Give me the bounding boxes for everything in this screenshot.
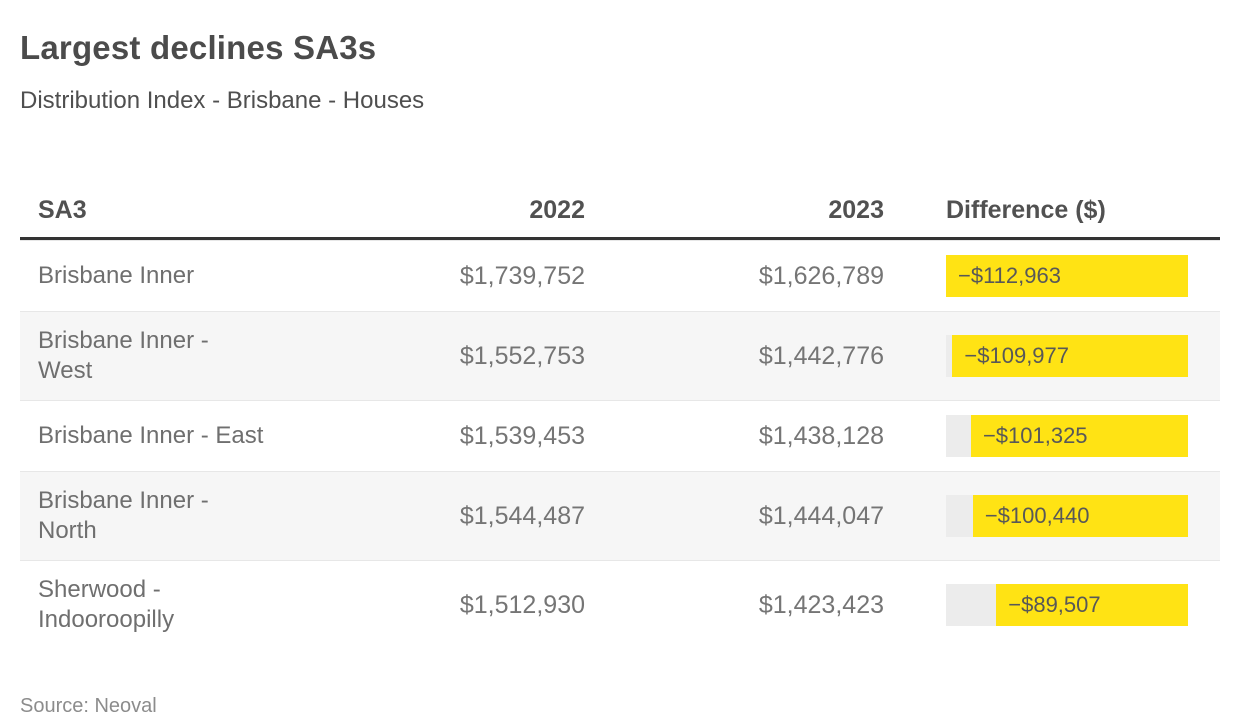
table-row: Brisbane Inner $1,739,752 $1,626,789 −$1… xyxy=(20,240,1220,311)
table-row: Brisbane Inner - West $1,552,753 $1,442,… xyxy=(20,311,1220,400)
value-2022-cell: $1,739,752 xyxy=(459,262,585,290)
difference-label: −$101,325 xyxy=(982,423,1088,448)
difference-bar: −$101,325 xyxy=(970,415,1188,457)
difference-bar-track: −$89,507 xyxy=(946,584,1188,626)
value-2022-cell: $1,539,453 xyxy=(459,422,585,450)
sa3-cell: Brisbane Inner xyxy=(38,262,195,289)
value-2022-cell: $1,512,930 xyxy=(459,591,585,619)
table-row: Brisbane Inner - North $1,544,487 $1,444… xyxy=(20,471,1220,560)
difference-bar: −$109,977 xyxy=(952,335,1188,377)
difference-bar: −$100,440 xyxy=(972,495,1188,537)
column-header-sa3: SA3 xyxy=(38,196,87,224)
difference-bar: −$112,963 xyxy=(946,255,1188,297)
difference-cell: −$89,507 xyxy=(884,584,1220,626)
sa3-cell: Sherwood - Indooroopilly xyxy=(38,576,175,633)
sa3-cell: Brisbane Inner - North xyxy=(38,487,209,544)
page-subtitle: Distribution Index - Brisbane - Houses xyxy=(20,87,425,114)
column-header-2023: 2023 xyxy=(828,196,884,224)
difference-bar-track: −$100,440 xyxy=(946,495,1188,537)
value-2023-cell: $1,423,423 xyxy=(758,591,884,619)
column-header-difference: Difference ($) xyxy=(946,196,1106,224)
difference-label: −$89,507 xyxy=(1008,592,1101,617)
declines-table: SA3 2022 2023 Difference ($) Brisbane In… xyxy=(20,184,1220,649)
value-2023-cell: $1,438,128 xyxy=(758,422,884,450)
difference-bar-track: −$101,325 xyxy=(946,415,1188,457)
value-2023-cell: $1,626,789 xyxy=(758,262,884,290)
table-row: Sherwood - Indooroopilly $1,512,930 $1,4… xyxy=(20,560,1220,649)
difference-cell: −$109,977 xyxy=(884,335,1220,377)
difference-cell: −$112,963 xyxy=(884,255,1220,297)
difference-bar-track: −$112,963 xyxy=(946,255,1188,297)
value-2022-cell: $1,552,753 xyxy=(459,342,585,370)
source-note: Source: Neoval xyxy=(20,695,157,717)
sa3-cell: Brisbane Inner - East xyxy=(38,422,264,449)
difference-bar: −$89,507 xyxy=(996,584,1188,626)
difference-cell: −$101,325 xyxy=(884,415,1220,457)
column-header-2022: 2022 xyxy=(529,196,585,224)
value-2022-cell: $1,544,487 xyxy=(459,502,585,530)
table-header-row: SA3 2022 2023 Difference ($) xyxy=(20,184,1220,240)
difference-bar-track: −$109,977 xyxy=(946,335,1188,377)
difference-label: −$109,977 xyxy=(964,343,1070,368)
value-2023-cell: $1,444,047 xyxy=(758,502,884,530)
page-title: Largest declines SA3s xyxy=(20,29,377,66)
difference-cell: −$100,440 xyxy=(884,495,1220,537)
difference-label: −$100,440 xyxy=(984,503,1090,528)
sa3-cell: Brisbane Inner - West xyxy=(38,327,209,384)
value-2023-cell: $1,442,776 xyxy=(758,342,884,370)
difference-label: −$112,963 xyxy=(958,263,1061,288)
table-row: Brisbane Inner - East $1,539,453 $1,438,… xyxy=(20,400,1220,471)
